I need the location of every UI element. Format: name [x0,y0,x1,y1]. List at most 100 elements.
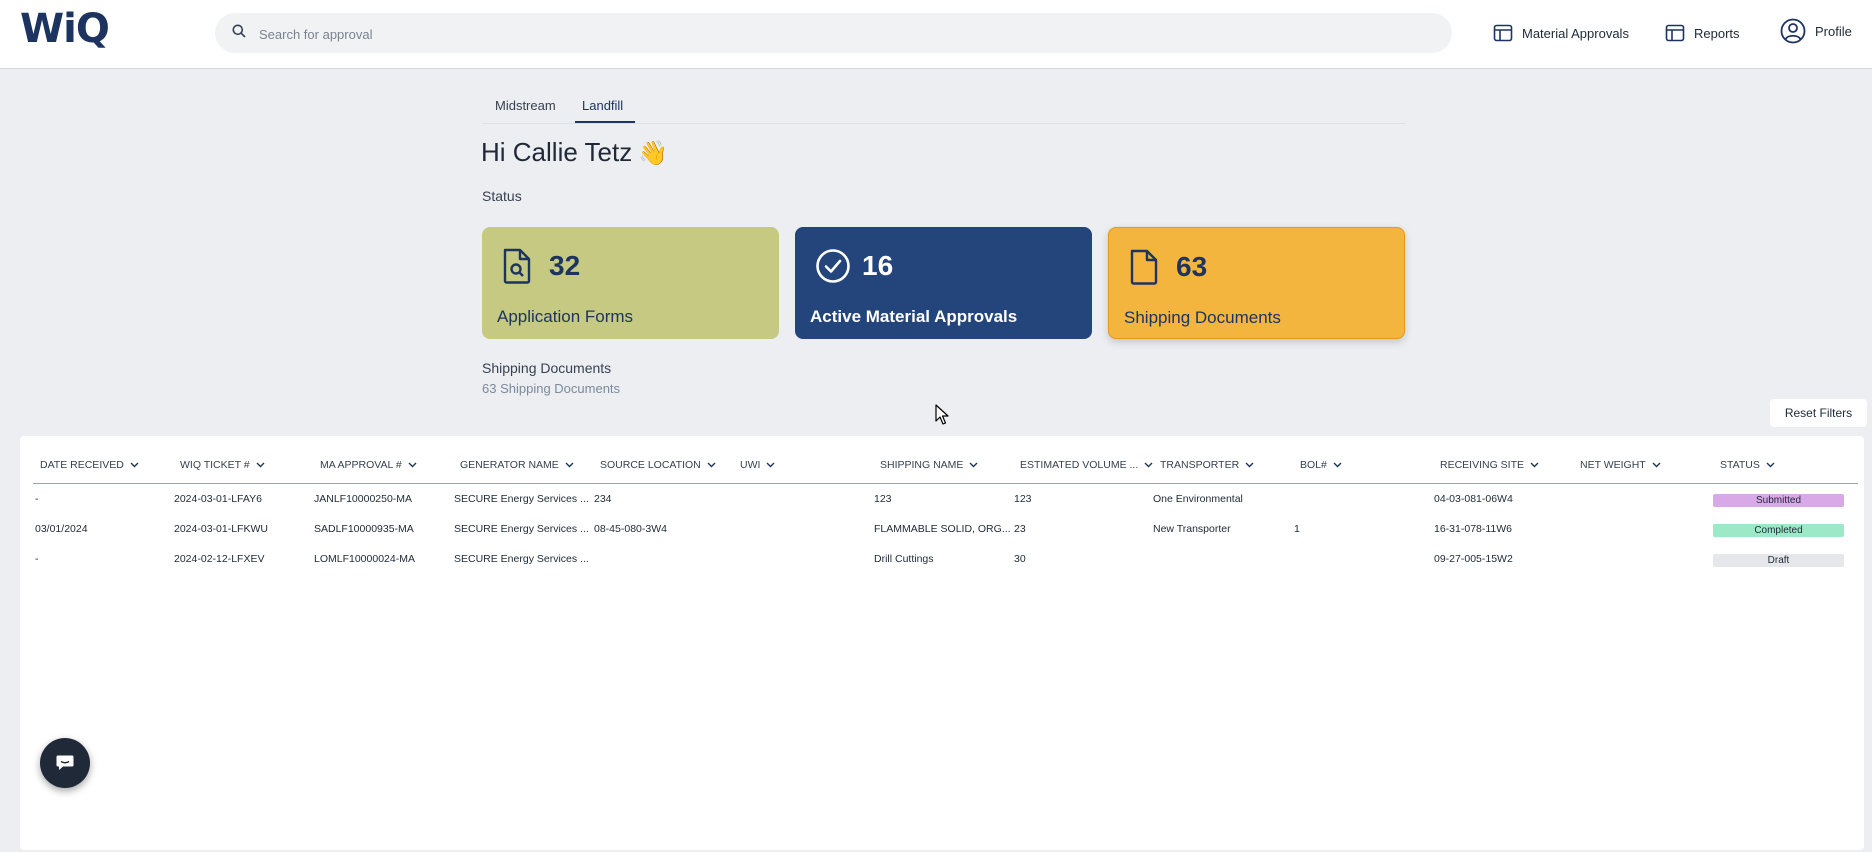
reset-filters-button[interactable]: Reset Filters [1770,399,1867,427]
chevron-down-icon [766,462,775,468]
cell-approval: LOMLF10000024-MA [314,553,415,565]
chevron-down-icon [969,462,978,468]
search-bar[interactable] [215,13,1452,53]
nav-profile[interactable]: Profile [1780,18,1852,44]
column-header-label: GENERATOR NAME [460,459,559,471]
chevron-down-icon [408,462,417,468]
search-input[interactable] [257,19,1411,49]
cell-generator: SECURE Energy Services ... [454,493,589,505]
cell-site: 09-27-005-15W2 [1434,553,1513,565]
cell-transporter: New Transporter [1153,523,1231,535]
chat-button[interactable] [40,738,90,788]
greeting-text: Hi Callie Tetz [481,137,633,167]
document-icon [1130,249,1158,285]
chevron-down-icon [130,462,139,468]
cell-ticket: 2024-03-01-LFAY6 [174,493,262,505]
card-count: 16 [862,250,894,281]
layout-icon [1493,24,1513,42]
column-header-label: DATE RECEIVED [40,459,124,471]
column-header[interactable]: MA APPROVAL # [320,459,417,471]
column-header[interactable]: NET WEIGHT [1580,459,1661,471]
card-shipping-documents[interactable]: 63 Shipping Documents [1108,227,1405,339]
column-header[interactable]: SOURCE LOCATION [600,459,716,471]
column-header-label: SHIPPING NAME [880,459,964,471]
card-application-forms[interactable]: 32 Application Forms [482,227,779,339]
column-header-label: SOURCE LOCATION [600,459,701,471]
mouse-cursor-icon [935,404,949,425]
cell-site: 16-31-078-11W6 [1434,523,1513,535]
column-header-label: MA APPROVAL # [320,459,402,471]
wiq-logo[interactable]: WiQ [20,6,110,52]
cell-transporter: One Environmental [1153,493,1243,505]
chevron-down-icon [1530,462,1539,468]
card-count: 63 [1176,251,1208,282]
column-header-label: STATUS [1720,459,1760,471]
column-header-label: NET WEIGHT [1580,459,1646,471]
tab-landfill[interactable]: Landfill [575,98,636,123]
cell-shipping: FLAMMABLE SOLID, ORG... [874,523,1011,535]
check-circle-icon [816,249,850,283]
cell-generator: SECURE Energy Services ... [454,553,589,565]
cell-date: - [35,493,39,505]
nav-material-approvals[interactable]: Material Approvals [1493,20,1629,46]
nav-reports[interactable]: Reports [1665,20,1740,46]
column-header-label: TRANSPORTER [1160,459,1240,471]
cell-ticket: 2024-03-01-LFKWU [174,523,268,535]
cell-date: - [35,553,39,565]
status-badge: Completed [1713,524,1844,537]
chevron-down-icon [256,462,265,468]
column-header[interactable]: DATE RECEIVED [40,459,139,471]
column-header[interactable]: ESTIMATED VOLUME ... [1020,459,1153,471]
column-header[interactable]: SHIPPING NAME [880,459,978,471]
chevron-down-icon [1245,462,1254,468]
column-header[interactable]: UWI [740,459,775,471]
column-header-label: UWI [740,459,761,471]
chevron-down-icon [565,462,574,468]
wave-emoji: 👋 [638,140,669,167]
cell-ticket: 2024-02-12-LFXEV [174,553,265,565]
card-title: Application Forms [497,307,634,326]
cell-date: 03/01/2024 [35,523,88,535]
cell-shipping: 123 [874,493,892,505]
search-icon [232,24,246,38]
cell-approval: SADLF10000935-MA [314,523,414,535]
shipping-documents-table [20,436,1864,850]
cell-shipping: Drill Cuttings [874,553,934,565]
chevron-down-icon [1333,462,1342,468]
card-title: Shipping Documents [1124,308,1281,327]
status-badge: Draft [1713,554,1844,567]
table-header-divider [33,483,1858,484]
column-header[interactable]: STATUS [1720,459,1775,471]
column-header[interactable]: BOL# [1300,459,1342,471]
chevron-down-icon [707,462,716,468]
column-header[interactable]: TRANSPORTER [1160,459,1254,471]
column-header-label: BOL# [1300,459,1327,471]
nav-label: Material Approvals [1522,25,1629,41]
greeting-heading: Hi Callie Tetz 👋 [481,137,668,168]
cell-volume: 123 [1014,493,1032,505]
nav-label: Reports [1694,25,1740,41]
cell-bol: 1 [1294,523,1300,535]
column-header[interactable]: RECEIVING SITE [1440,459,1539,471]
chevron-down-icon [1144,462,1153,468]
layout-icon [1665,24,1685,42]
top-header: WiQ Material Approvals Reports Profile [0,0,1872,69]
tab-midstream[interactable]: Midstream [495,98,556,113]
document-search-icon [503,248,531,284]
column-header-label: ESTIMATED VOLUME ... [1020,459,1139,471]
column-header[interactable]: GENERATOR NAME [460,459,574,471]
column-header-label: WIQ TICKET # [180,459,250,471]
card-title: Active Material Approvals [810,307,1018,326]
nav-label: Profile [1815,23,1852,39]
user-circle-icon [1780,18,1806,44]
cell-generator: SECURE Energy Services ... [454,523,589,535]
cell-site: 04-03-081-06W4 [1434,493,1513,505]
column-header[interactable]: WIQ TICKET # [180,459,265,471]
section-title: Shipping Documents [482,360,612,376]
tab-bar: Midstream Landfill [482,90,1405,124]
card-active-material-approvals[interactable]: 16 Active Material Approvals [795,227,1092,339]
status-label: Status [482,188,522,204]
chevron-down-icon [1766,462,1775,468]
cell-source: 08-45-080-3W4 [594,523,667,535]
cell-volume: 30 [1014,553,1026,565]
